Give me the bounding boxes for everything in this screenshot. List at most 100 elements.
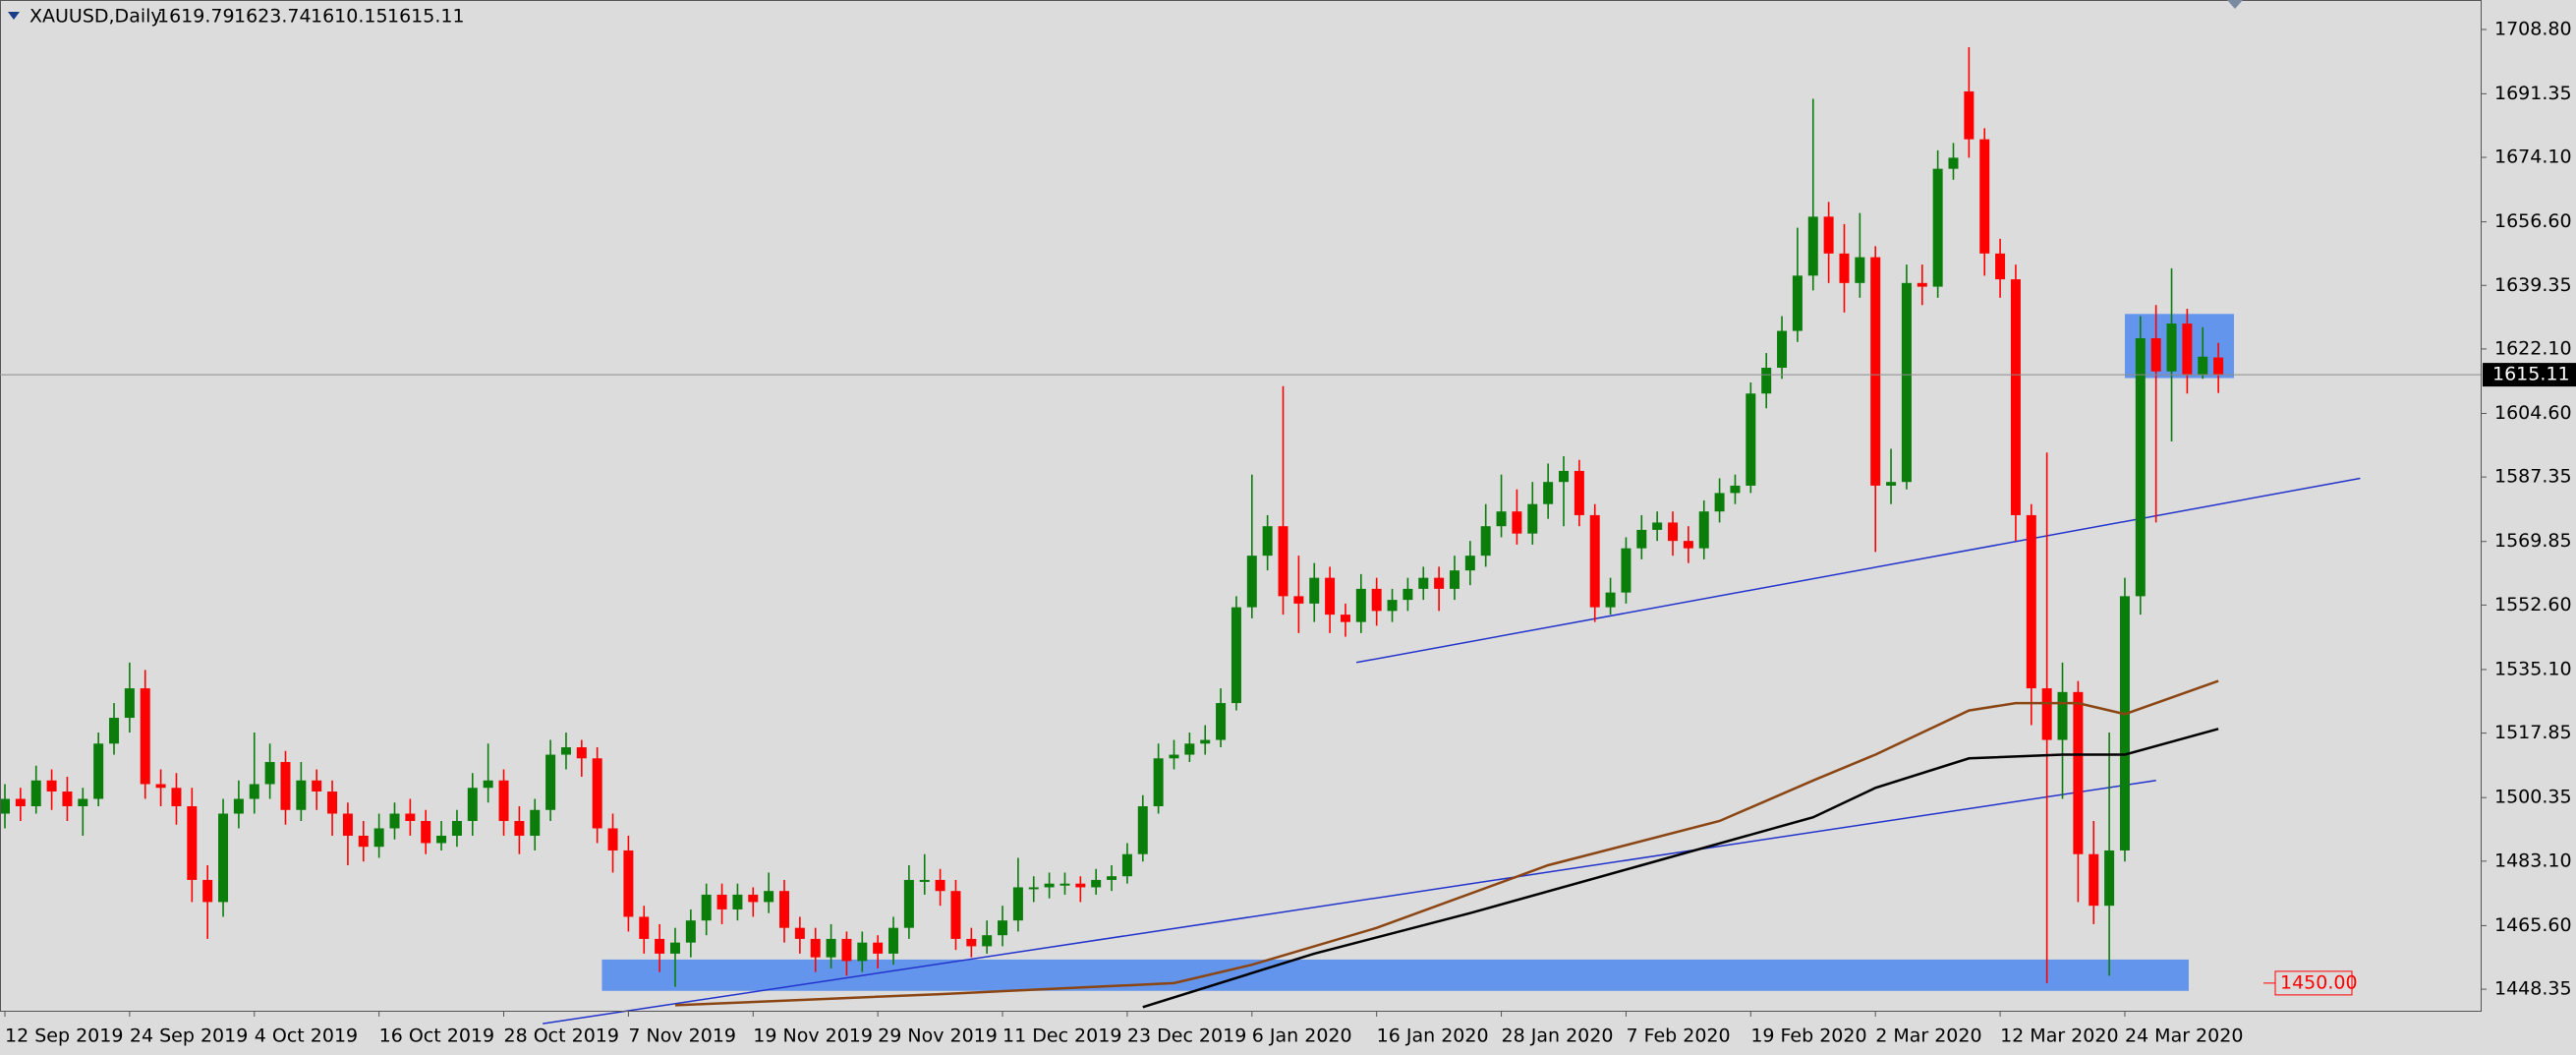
- candle-body: [764, 891, 774, 903]
- candle-body: [623, 850, 634, 917]
- candle-body: [389, 813, 400, 829]
- candle-body: [982, 935, 993, 947]
- candle-body: [1449, 570, 1460, 589]
- candle-body: [1262, 526, 1273, 557]
- candle-body: [1200, 739, 1211, 744]
- candle-body: [1995, 253, 2006, 280]
- candle-body: [1012, 887, 1023, 921]
- plot-area: [0, 46, 2361, 1025]
- candle-body: [498, 780, 509, 821]
- moving-average: [1142, 728, 2219, 1009]
- y-tick-label: 1500.35: [2494, 787, 2572, 808]
- candle-body: [545, 754, 556, 810]
- candle-body: [2213, 357, 2224, 376]
- candle-body: [592, 758, 602, 829]
- y-tick-label: 1517.85: [2494, 722, 2572, 743]
- candle-body: [233, 798, 244, 814]
- x-tick-label: 12 Sep 2019: [5, 1026, 123, 1047]
- candle-body: [2182, 323, 2193, 376]
- x-tick-label: 16 Oct 2019: [379, 1026, 494, 1047]
- candle-body: [109, 718, 120, 744]
- candle-body: [1309, 577, 1320, 604]
- candle-body: [140, 688, 150, 785]
- candle-body: [1823, 216, 1834, 254]
- candle-body: [1527, 503, 1538, 534]
- candle-body: [748, 894, 759, 903]
- candle-body: [1371, 588, 1382, 612]
- candle-body: [1683, 541, 1693, 549]
- candle-body: [1059, 883, 1070, 886]
- x-tick-label: 28 Oct 2019: [504, 1026, 619, 1047]
- header-high: 1623.74: [234, 6, 312, 28]
- y-tick-label: 1708.80: [2494, 18, 2572, 39]
- chart-title: XAUUSD,Daily: [29, 6, 162, 28]
- candle-body: [873, 942, 884, 954]
- y-tick-label: 1465.60: [2494, 914, 2572, 936]
- candle-body: [576, 747, 587, 759]
- candle-body: [1246, 556, 1257, 608]
- candle-body: [919, 879, 930, 882]
- candle-body: [2119, 596, 2130, 850]
- candle-body: [826, 938, 836, 958]
- candle-body: [2026, 514, 2036, 689]
- candle-body: [794, 927, 805, 939]
- candle-body: [1886, 482, 1897, 486]
- candle-body: [841, 938, 852, 962]
- candle-body: [1121, 853, 1132, 877]
- y-tick-label: 1535.10: [2494, 658, 2572, 679]
- candle-body: [935, 879, 945, 892]
- candle-body: [966, 938, 977, 947]
- candle-body: [327, 791, 338, 814]
- y-tick-label: 1604.60: [2494, 402, 2572, 424]
- x-tick-label: 19 Feb 2020: [1750, 1026, 1866, 1047]
- candle-body: [1730, 485, 1741, 494]
- trendline: [1355, 477, 2361, 664]
- candle-body: [1559, 470, 1569, 483]
- y-tick-label: 1448.35: [2494, 978, 2572, 1000]
- x-tick-label: 24 Sep 2019: [130, 1026, 248, 1047]
- candle-body: [1621, 548, 1631, 593]
- candle-body: [171, 788, 182, 807]
- candle-body: [1807, 216, 1818, 276]
- candle-body: [2166, 323, 2177, 372]
- x-tick-label: 19 Nov 2019: [753, 1026, 873, 1047]
- candle-body: [15, 798, 26, 807]
- plot-border: [0, 0, 2482, 1012]
- collapse-icon[interactable]: [8, 12, 20, 20]
- candle-body: [1917, 282, 1927, 287]
- candle-body: [701, 894, 712, 921]
- candle-body: [2089, 853, 2099, 907]
- candle-body: [1839, 253, 1850, 283]
- candle-body: [1605, 592, 1616, 608]
- y-tick-label: 1587.35: [2494, 466, 2572, 488]
- candle-body: [1091, 879, 1102, 888]
- candle-body: [62, 791, 73, 807]
- candle-body: [358, 835, 369, 848]
- x-tick-label: 16 Jan 2020: [1377, 1026, 1489, 1047]
- candle-body: [312, 780, 322, 792]
- candle-body: [249, 784, 259, 799]
- candle-body: [78, 798, 88, 807]
- candle-body: [1075, 883, 1086, 888]
- candle-body: [1169, 754, 1179, 759]
- candle-body: [2057, 691, 2068, 740]
- x-tick-label: 28 Jan 2020: [1502, 1026, 1614, 1047]
- candle-body: [888, 927, 899, 954]
- candle-body: [467, 788, 478, 821]
- x-tick-label: 6 Jan 2020: [1252, 1026, 1352, 1047]
- candle-body: [30, 780, 41, 807]
- candle-body: [155, 784, 166, 789]
- candle-body: [1574, 470, 1584, 515]
- candle-body: [903, 879, 914, 928]
- candle-body: [405, 813, 416, 821]
- x-tick-label: 7 Feb 2020: [1626, 1026, 1730, 1047]
- candle-body: [1698, 511, 1709, 549]
- candle-body: [732, 894, 743, 909]
- candle-body: [560, 747, 571, 755]
- y-tick-label: 1552.60: [2494, 594, 2572, 615]
- y-tick-label: 1569.85: [2494, 530, 2572, 552]
- candle-body: [1184, 743, 1195, 755]
- candle-body: [1278, 526, 1288, 597]
- candle-body: [2198, 356, 2208, 376]
